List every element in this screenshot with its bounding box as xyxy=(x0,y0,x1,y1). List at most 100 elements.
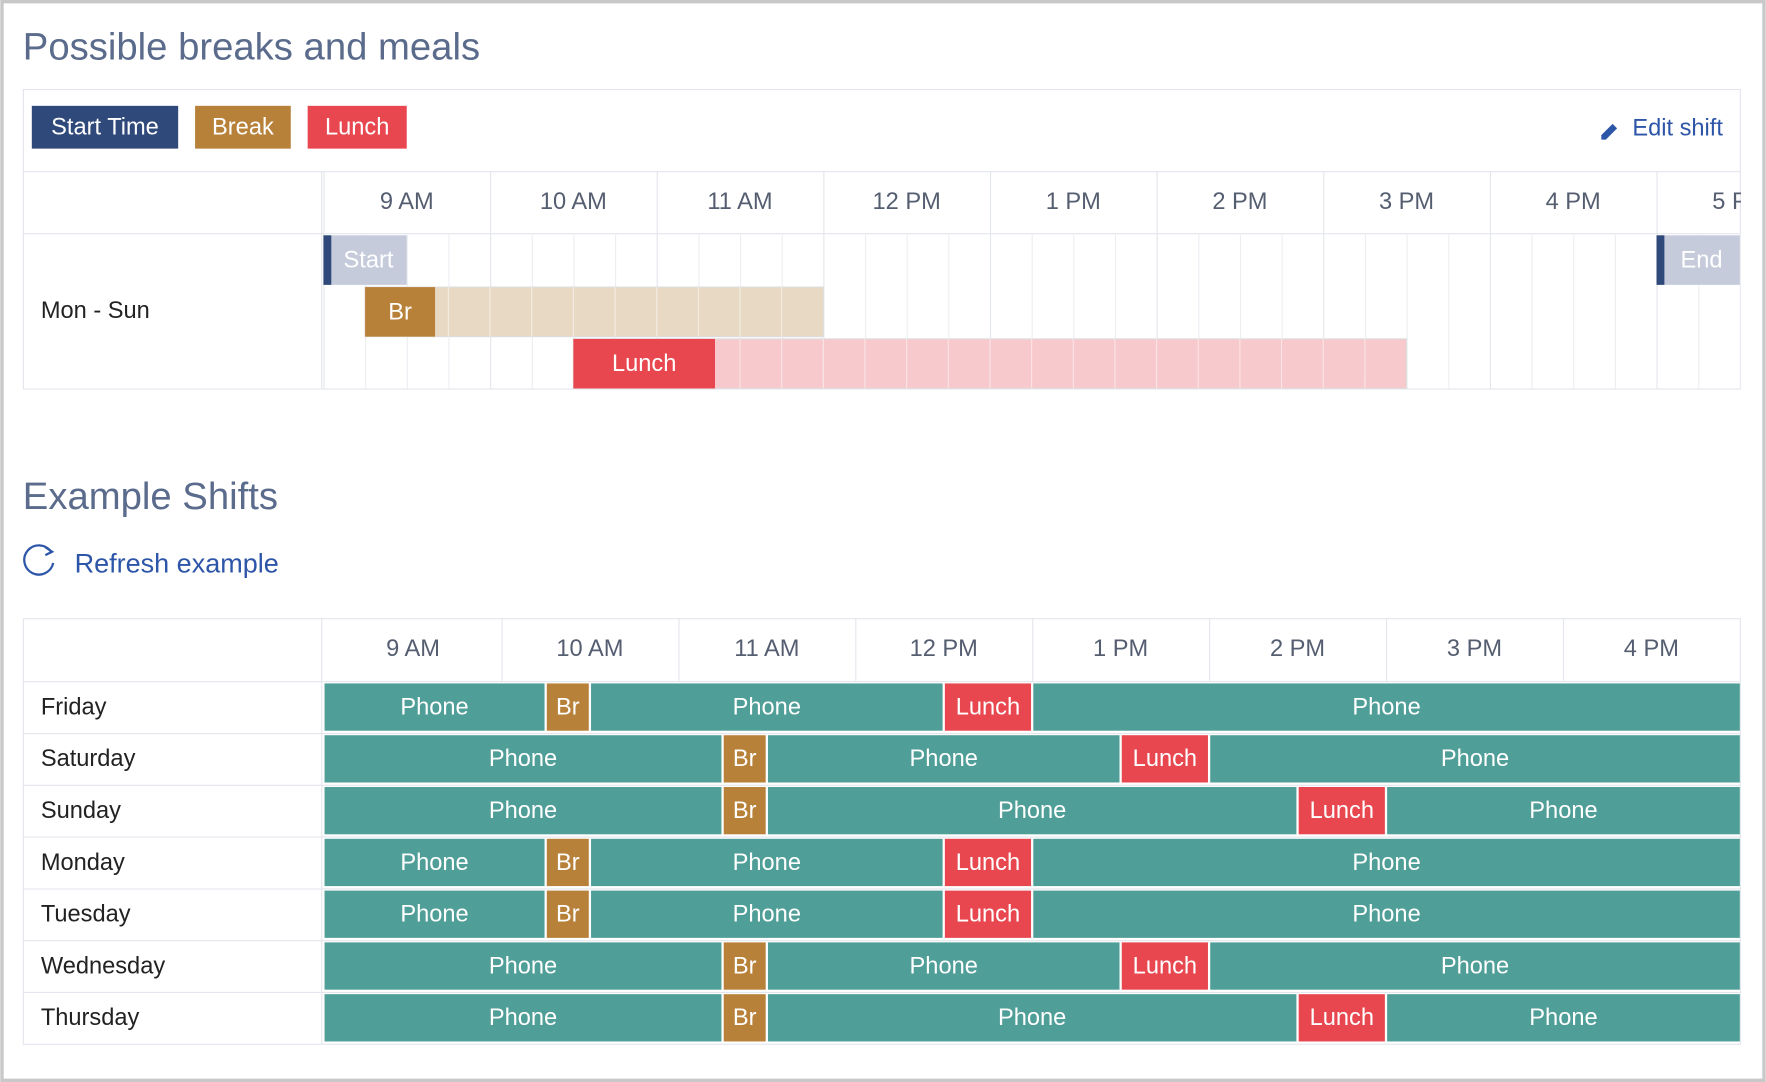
hour-label: 4 PM xyxy=(1624,636,1679,662)
shift-segment xyxy=(1387,787,1740,835)
shift-segment xyxy=(944,683,1032,731)
hour-label: 3 PM xyxy=(1447,636,1502,662)
shift-segment xyxy=(324,838,545,887)
day-label: Wednesday xyxy=(41,953,166,979)
day-label: Sunday xyxy=(41,798,121,824)
hour-label: 11 AM xyxy=(707,189,772,215)
refresh-icon-arrow xyxy=(44,546,55,557)
segment-label: Phone xyxy=(400,850,468,876)
segment-label: Phone xyxy=(1441,746,1509,772)
segment-label: Br xyxy=(556,902,580,928)
hour-label: 1 PM xyxy=(1093,636,1148,662)
shift-segment xyxy=(767,735,1120,783)
segment-label: Br xyxy=(556,694,580,720)
shift-segment xyxy=(944,838,1032,887)
shift-segment xyxy=(1033,838,1740,887)
shift-segment xyxy=(723,787,766,835)
segment-label: Lunch xyxy=(1133,953,1197,979)
legend-swatch[interactable] xyxy=(31,105,179,149)
segment-label: Phone xyxy=(998,798,1066,824)
shift-segment xyxy=(1121,735,1208,783)
hour-label: 12 PM xyxy=(873,189,941,215)
segment-label: Br xyxy=(733,1005,757,1031)
day-label: Saturday xyxy=(41,746,136,772)
shift-segment xyxy=(591,838,943,887)
segment-label: Phone xyxy=(733,850,801,876)
segment-label: Lunch xyxy=(1310,798,1374,824)
shift-segment xyxy=(723,994,766,1042)
segment-label: Br xyxy=(733,953,757,979)
segment-label: Lunch xyxy=(1310,1005,1374,1031)
segment-label: Phone xyxy=(1352,694,1420,720)
segment-label: Phone xyxy=(400,694,468,720)
rules-grid: 9 AM 10 AM 11 AM 12 PM 1 PM 2 PM 3 PM 4 PM 5 PM S… xyxy=(323,171,1766,390)
edit-shift-link[interactable]: Edit shift xyxy=(1632,116,1723,142)
segment-label: Phone xyxy=(400,902,468,928)
pencil-icon[interactable] xyxy=(1601,123,1618,140)
segment-label: Lunch xyxy=(1133,746,1197,772)
legend-label[interactable]: Break xyxy=(212,115,274,141)
hour-label: 9 AM xyxy=(380,189,434,215)
legend-swatch[interactable] xyxy=(195,105,291,149)
section-title: Example Shifts xyxy=(23,475,278,518)
shift-segment xyxy=(546,838,589,887)
shift-segment xyxy=(324,890,545,938)
shift-segment xyxy=(324,787,722,835)
hour-label: 11 AM xyxy=(734,636,799,662)
break-label: Br xyxy=(388,299,412,325)
shift-segment xyxy=(767,787,1297,835)
segment-label: Phone xyxy=(1529,798,1597,824)
shift-segment xyxy=(324,942,722,990)
shift-segment xyxy=(723,735,766,783)
segment-label: Phone xyxy=(1529,1005,1597,1031)
segment-label: Lunch xyxy=(956,850,1020,876)
shift-segment xyxy=(324,735,722,783)
legend-label[interactable]: Lunch xyxy=(325,115,389,141)
shift-segment xyxy=(1210,942,1740,990)
segment-label: Phone xyxy=(489,1005,557,1031)
shift-segment xyxy=(1298,787,1385,835)
shift-segment xyxy=(546,890,589,938)
hour-label: 3 PM xyxy=(1379,189,1434,215)
shift-segment xyxy=(723,942,766,990)
shift-segment xyxy=(324,994,722,1042)
segment-label: Phone xyxy=(1441,953,1509,979)
lunch-label: Lunch xyxy=(612,351,676,377)
shift-segment xyxy=(1298,994,1385,1042)
end-label: End xyxy=(1681,247,1723,273)
hour-label: 5 PM xyxy=(1712,189,1766,215)
break-block xyxy=(365,287,436,337)
row-label: Mon - Sun xyxy=(41,298,150,324)
legend-label[interactable]: Start Time xyxy=(51,115,159,141)
legend-swatch[interactable] xyxy=(307,105,407,149)
shift-segment xyxy=(591,890,943,938)
segment-label: Br xyxy=(733,798,757,824)
refresh-icon[interactable] xyxy=(23,544,55,576)
hour-label: 10 AM xyxy=(556,636,623,662)
section-title: Possible breaks and meals xyxy=(23,26,480,69)
day-label: Friday xyxy=(41,694,107,720)
hour-label: 1 PM xyxy=(1046,189,1101,215)
segment-label: Lunch xyxy=(956,694,1020,720)
refresh-link[interactable]: Refresh example xyxy=(75,548,279,578)
start-block xyxy=(323,235,407,285)
hour-label: 2 PM xyxy=(1212,189,1267,215)
segment-label: Phone xyxy=(733,902,801,928)
shift-segment xyxy=(767,942,1120,990)
hour-label: 4 PM xyxy=(1546,189,1601,215)
segment-label: Br xyxy=(556,850,580,876)
day-label: Tuesday xyxy=(41,902,131,928)
lunch-block xyxy=(573,338,716,389)
segment-label: Phone xyxy=(1352,902,1420,928)
hour-label: 2 PM xyxy=(1270,636,1325,662)
segment-label: Br xyxy=(733,746,757,772)
segment-label: Phone xyxy=(489,746,557,772)
shift-segment xyxy=(944,890,1032,938)
segment-label: Phone xyxy=(489,953,557,979)
examples-panel xyxy=(22,618,1741,1045)
segment-label: Phone xyxy=(1352,850,1420,876)
start-marker xyxy=(323,235,332,285)
segment-label: Phone xyxy=(910,746,978,772)
